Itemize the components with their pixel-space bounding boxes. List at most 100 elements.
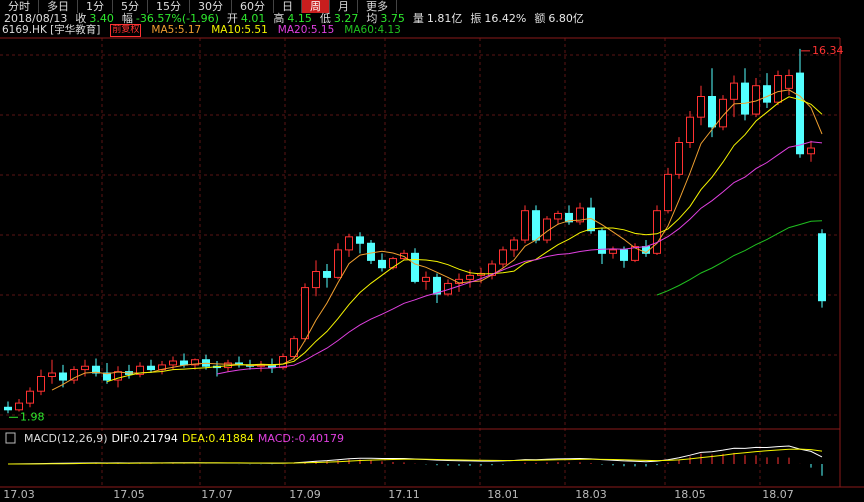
quote-label: 幅 — [121, 12, 133, 25]
adjust-mode[interactable]: 前复权 — [110, 24, 142, 37]
candle-body — [675, 141, 683, 175]
candle-body — [4, 406, 12, 411]
x-tick-label: 17.07 — [201, 488, 233, 501]
ma-line — [656, 220, 823, 296]
ma-label: MA60:4.13 — [344, 24, 401, 36]
candle-body — [389, 258, 397, 269]
candle-body — [708, 95, 716, 128]
quote-value: 3.75 — [380, 12, 405, 25]
candle-body — [147, 365, 155, 371]
period-tab[interactable]: 多日 — [39, 0, 78, 13]
macd-legend-item: DEA:0.41884 — [182, 432, 254, 445]
x-tick-label: 18.05 — [674, 488, 706, 501]
candle-body — [466, 274, 474, 280]
x-tick-label: 17.05 — [113, 488, 145, 501]
candle-body — [499, 249, 507, 265]
candle-body — [367, 242, 375, 261]
candle-body — [323, 271, 331, 278]
quote-info: 2018/08/13 收 3.40 幅 -36.57%(-1.96) 开 4.01 高 4.15… — [4, 12, 584, 26]
macd-legend-item: MACD(12,26,9) — [24, 432, 108, 445]
quote-field: 低 3.27 — [320, 12, 359, 26]
candle-body — [785, 75, 793, 89]
period-tab[interactable]: 更多 — [358, 0, 397, 13]
quote-label: 低 — [319, 12, 331, 25]
quote-label: 均 — [366, 12, 378, 25]
candle-body — [741, 82, 749, 115]
x-tick-label: 17.11 — [388, 488, 420, 501]
period-tab[interactable]: 分时 — [0, 0, 39, 13]
period-tab[interactable]: 30分 — [190, 0, 232, 13]
candle-body — [554, 212, 562, 220]
candle-body — [191, 359, 199, 366]
candle-body — [565, 212, 573, 223]
ma-line — [51, 89, 823, 391]
quote-value: 3.40 — [89, 12, 114, 25]
period-tab[interactable]: 日 — [274, 0, 302, 13]
candle-body — [290, 338, 298, 358]
candle-body — [532, 210, 540, 241]
quote-field: 量 1.81亿 — [413, 12, 463, 26]
period-tabs: 分时 多日 1分 5分 15分 30分 60分日周月更多 — [0, 0, 397, 13]
quote-field: 高 4.15 — [273, 12, 312, 26]
macd-legend-item: MACD:-0.40179 — [258, 432, 344, 445]
quote-label: 收 — [75, 12, 87, 25]
quote-field: 收 3.40 — [75, 12, 114, 26]
period-tab[interactable]: 60分 — [232, 0, 274, 13]
quote-field: 开 4.01 — [227, 12, 266, 26]
period-tab[interactable]: 周 — [302, 0, 330, 13]
candle-body — [81, 365, 89, 371]
quote-label: 量 — [412, 12, 424, 25]
candle-body — [26, 390, 34, 404]
candle-body — [807, 147, 815, 155]
candle-body — [378, 259, 386, 269]
indicator-row: 6169.HK [宇华教育] 前复权 MA5:5.17 MA10:5.51 MA20… — [2, 24, 401, 37]
quote-value: 4.01 — [240, 12, 266, 25]
candle-body — [631, 246, 639, 261]
candle-body — [400, 252, 408, 260]
x-tick-label: 18.01 — [487, 488, 519, 501]
candle-body — [730, 82, 738, 100]
candle-body — [510, 239, 518, 251]
quote-date: 2018/08/13 — [4, 12, 68, 25]
candle-body — [48, 372, 56, 377]
quote-value: -36.57%(-1.96) — [135, 12, 219, 25]
candle-body — [136, 365, 144, 375]
candle-body — [312, 271, 320, 289]
candle-body — [763, 85, 771, 103]
candle-body — [301, 287, 309, 340]
candle-body — [15, 402, 23, 411]
candle-body — [774, 75, 782, 103]
period-tab[interactable]: 1分 — [78, 0, 113, 13]
period-tab[interactable]: 5分 — [113, 0, 148, 13]
candle-body — [422, 276, 430, 282]
candle-body — [521, 210, 529, 241]
macd-legend-item: DIF:0.21794 — [112, 432, 178, 445]
candle-body — [180, 360, 188, 366]
period-tab[interactable]: 15分 — [148, 0, 190, 13]
quote-value: 6.80亿 — [548, 12, 584, 25]
candle-body — [103, 372, 111, 381]
quote-field: 幅 -36.57%(-1.96) — [122, 12, 219, 26]
x-tick-label: 18.03 — [575, 488, 607, 501]
x-tick-label: 18.07 — [762, 488, 794, 501]
candle-body — [598, 230, 606, 254]
quote-field: 均 3.75 — [366, 12, 405, 26]
quote-label: 开 — [226, 12, 238, 25]
candle-body — [818, 233, 826, 302]
quote-field: 额 6.80亿 — [534, 12, 584, 26]
candle-body — [620, 249, 628, 261]
candle-body — [719, 98, 727, 128]
candle-body — [334, 249, 342, 278]
period-tab[interactable]: 月 — [330, 0, 358, 13]
x-tick-label: 17.09 — [289, 488, 321, 501]
macd-legend: MACD(12,26,9) DIF:0.21794 DEA:0.41884 MACD:… — [24, 432, 344, 445]
x-tick-label: 17.03 — [3, 488, 35, 501]
candle-body — [92, 365, 100, 374]
candle-body — [653, 210, 661, 254]
quote-field: 振 16.42% — [470, 12, 526, 26]
candle-body — [37, 375, 45, 392]
candle-body — [279, 356, 287, 369]
dea-line — [8, 448, 823, 465]
